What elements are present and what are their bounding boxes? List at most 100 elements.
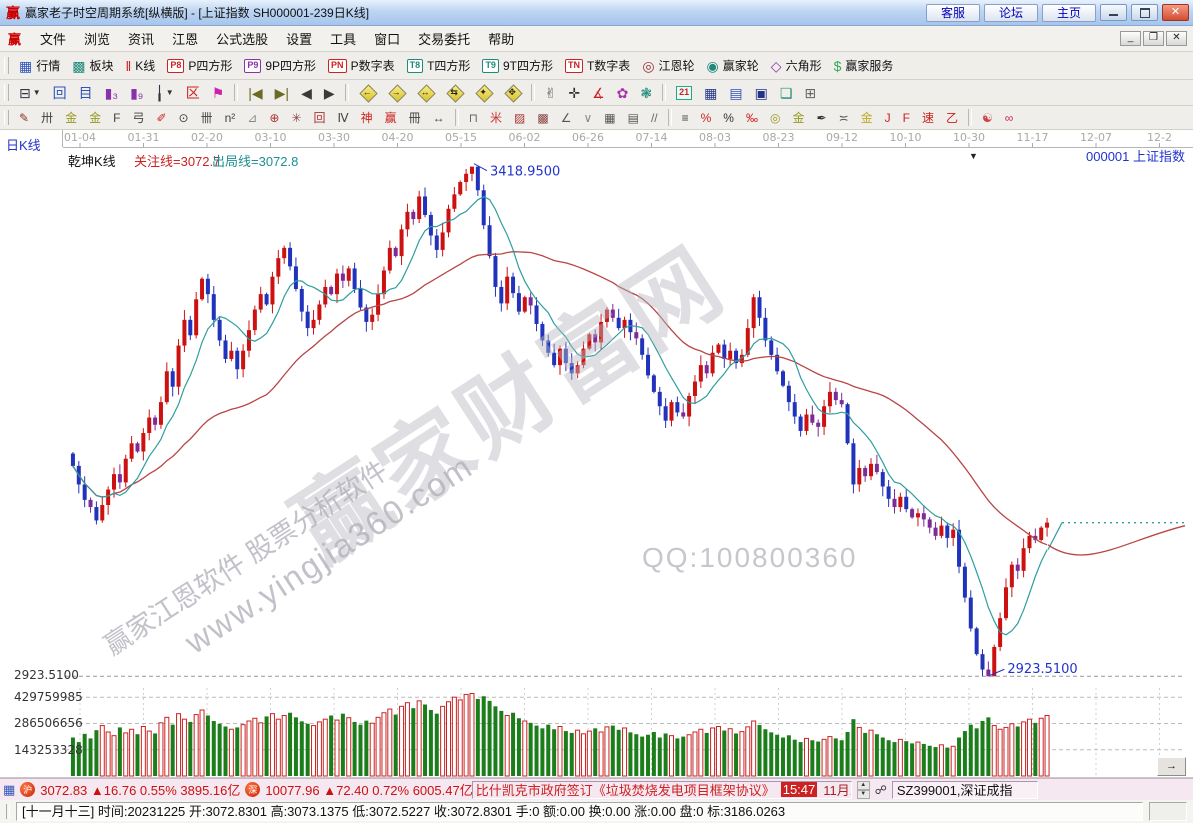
- bars-3-button[interactable]: ▮₃: [99, 84, 124, 102]
- pen-tool-button[interactable]: ✎: [13, 110, 35, 126]
- export-image-button[interactable]: ❏: [774, 84, 799, 102]
- info-doc-button[interactable]: 目: [73, 84, 99, 102]
- golden-angle-button[interactable]: 金: [855, 110, 879, 126]
- t-number-table-button[interactable]: TN T数字表: [559, 55, 636, 76]
- diamond-expand-h-button[interactable]: ↔: [411, 83, 440, 103]
- layout-split-button[interactable]: ⊟ ▼: [13, 84, 47, 102]
- p-number-table-button[interactable]: PN P数字表: [322, 55, 401, 76]
- winner-wheel-button[interactable]: ◉ 赢家轮: [701, 55, 765, 76]
- stamp-tool-button[interactable]: ✿: [611, 84, 635, 102]
- scale-tool-button[interactable]: ≡: [676, 110, 695, 126]
- calendar-button[interactable]: 21: [670, 84, 698, 102]
- linked-symbol-panel[interactable]: SZ399001,深证成指: [891, 780, 1038, 799]
- maximize-button[interactable]: [1131, 4, 1158, 21]
- mdi-close-button[interactable]: ✕: [1166, 31, 1187, 46]
- diamond-star-button[interactable]: ✦: [469, 83, 498, 103]
- menu-item-4[interactable]: 公式选股: [216, 32, 269, 47]
- menu-item-2[interactable]: 资讯: [128, 32, 155, 47]
- shenzhen-index-quote[interactable]: 10077.96 ▲72.40 0.72% 6005.47亿: [265, 783, 473, 798]
- diamond-compress-button[interactable]: ⇆: [440, 83, 469, 103]
- angle-note-button[interactable]: ∡: [586, 84, 611, 102]
- news-ticker[interactable]: 比什凯克市政府签订《垃圾焚烧发电项目框架协议》 15:47 11月15日电，法国…: [471, 780, 852, 799]
- winner-service-button[interactable]: $ 赢家服务: [828, 55, 900, 76]
- ticker-up-button[interactable]: ▲: [856, 780, 870, 790]
- ying-angle-button[interactable]: 乙: [940, 110, 964, 126]
- mirror-angle-button[interactable]: ⊿: [241, 110, 263, 126]
- notes-button[interactable]: ▤: [723, 84, 748, 102]
- flag-button[interactable]: ⚑: [206, 84, 231, 102]
- f-angle-button[interactable]: F: [897, 110, 916, 126]
- mdi-restore-button[interactable]: ❐: [1143, 31, 1164, 46]
- layout-split-dropdown-icon[interactable]: ▼: [32, 88, 41, 97]
- golden-circle-button[interactable]: ◎: [764, 110, 786, 126]
- percent-red-button[interactable]: %: [695, 110, 718, 126]
- scroll-right-button[interactable]: →: [1157, 757, 1186, 776]
- ying-tool-button[interactable]: 赢: [379, 110, 403, 126]
- menu-item-5[interactable]: 设置: [286, 32, 313, 47]
- diamond-right-button[interactable]: →: [382, 83, 411, 103]
- diamond-left-button[interactable]: ←: [353, 83, 382, 103]
- news-headline-2[interactable]: 11月15日电，法国10月C: [823, 783, 850, 798]
- hexagon-button[interactable]: ◇ 六角形: [765, 55, 828, 76]
- dropdown-marker-icon[interactable]: ▼: [969, 151, 978, 161]
- mdi-minimize-button[interactable]: _: [1120, 31, 1141, 46]
- ticker-down-button[interactable]: ▼: [856, 789, 870, 799]
- gann-box-button[interactable]: ⊓: [463, 110, 484, 126]
- fan-lines-button[interactable]: 米: [484, 110, 508, 126]
- homepage-button[interactable]: 主页: [1042, 3, 1096, 22]
- minimize-button[interactable]: [1100, 4, 1127, 21]
- speed-angle-button[interactable]: 速: [916, 110, 940, 126]
- spiral-grid-button[interactable]: 弓: [126, 110, 150, 126]
- v-line-button[interactable]: ∨: [577, 110, 598, 126]
- hand-tool-button[interactable]: ✌: [539, 84, 563, 102]
- gann-square-red-button[interactable]: ▨: [508, 110, 531, 126]
- p-square-button[interactable]: P8 P四方形: [161, 55, 238, 76]
- calculator-button[interactable]: ▦: [698, 84, 723, 102]
- menu-item-8[interactable]: 交易委托: [418, 32, 471, 47]
- print-button[interactable]: ⊞: [798, 84, 822, 102]
- candle-style-dropdown-icon[interactable]: ▼: [165, 88, 174, 97]
- angle-line-button[interactable]: ∠: [555, 110, 578, 126]
- diamond-move-button[interactable]: ✥: [498, 83, 527, 103]
- close-button[interactable]: ✕: [1162, 4, 1189, 21]
- taichi-button[interactable]: ☯: [976, 110, 999, 126]
- fence-grid-button[interactable]: 冊: [403, 110, 427, 126]
- grid-square-2-button[interactable]: ▤: [622, 110, 645, 126]
- angle-pen-button[interactable]: ✐: [150, 110, 172, 126]
- candle-style-button[interactable]: ╽ ▼: [149, 84, 179, 102]
- cycle-brain-button[interactable]: ❃: [634, 84, 658, 102]
- infinity-button[interactable]: ∞: [999, 110, 1020, 126]
- menu-item-9[interactable]: 帮助: [488, 32, 515, 47]
- time-circle-button[interactable]: ⊙: [173, 110, 195, 126]
- menu-item-0[interactable]: 文件: [40, 32, 67, 47]
- grid-square-button[interactable]: ▦: [598, 110, 621, 126]
- nav-prev-button[interactable]: ◀: [295, 84, 318, 102]
- brush-tool-button[interactable]: ✒: [810, 110, 832, 126]
- quote-table-icon[interactable]: ▦: [3, 781, 16, 797]
- crosshair-tool-button[interactable]: ✛: [562, 84, 586, 102]
- gann-square-2-button[interactable]: ▩: [531, 110, 554, 126]
- ruler-lines-button[interactable]: 卌: [195, 110, 219, 126]
- customer-service-button[interactable]: 客服: [926, 3, 980, 22]
- quotes-button[interactable]: ▦ 行情: [13, 55, 66, 76]
- golden-grid-2-button[interactable]: 金: [83, 110, 107, 126]
- span-arrows-button[interactable]: ↔: [427, 110, 451, 126]
- menu-item-3[interactable]: 江恩: [172, 32, 199, 47]
- fibonacci-grid-button[interactable]: F: [107, 110, 126, 126]
- n-square-button[interactable]: n²: [219, 110, 242, 126]
- news-headline[interactable]: 比什凯克市政府签订《垃圾焚烧发电项目框架协议》: [475, 783, 775, 798]
- overlap-windows-button[interactable]: 回: [47, 84, 73, 102]
- 9t-square-button[interactable]: T9 9T四方形: [476, 55, 559, 76]
- slash-lines-button[interactable]: //: [645, 110, 664, 126]
- menu-item-7[interactable]: 窗口: [374, 32, 401, 47]
- t-square-button[interactable]: T8 T四方形: [401, 55, 477, 76]
- j-angle-button[interactable]: J: [879, 110, 897, 126]
- menu-item-1[interactable]: 浏览: [84, 32, 111, 47]
- gann-square-button[interactable]: 回: [307, 110, 331, 126]
- nav-first-button[interactable]: |◀: [242, 84, 268, 102]
- save-button[interactable]: ▣: [749, 84, 774, 102]
- forum-button[interactable]: 论坛: [984, 3, 1038, 22]
- nav-next-button[interactable]: ▶: [318, 84, 341, 102]
- golden-line-button[interactable]: 金: [786, 110, 810, 126]
- menu-item-6[interactable]: 工具: [330, 32, 357, 47]
